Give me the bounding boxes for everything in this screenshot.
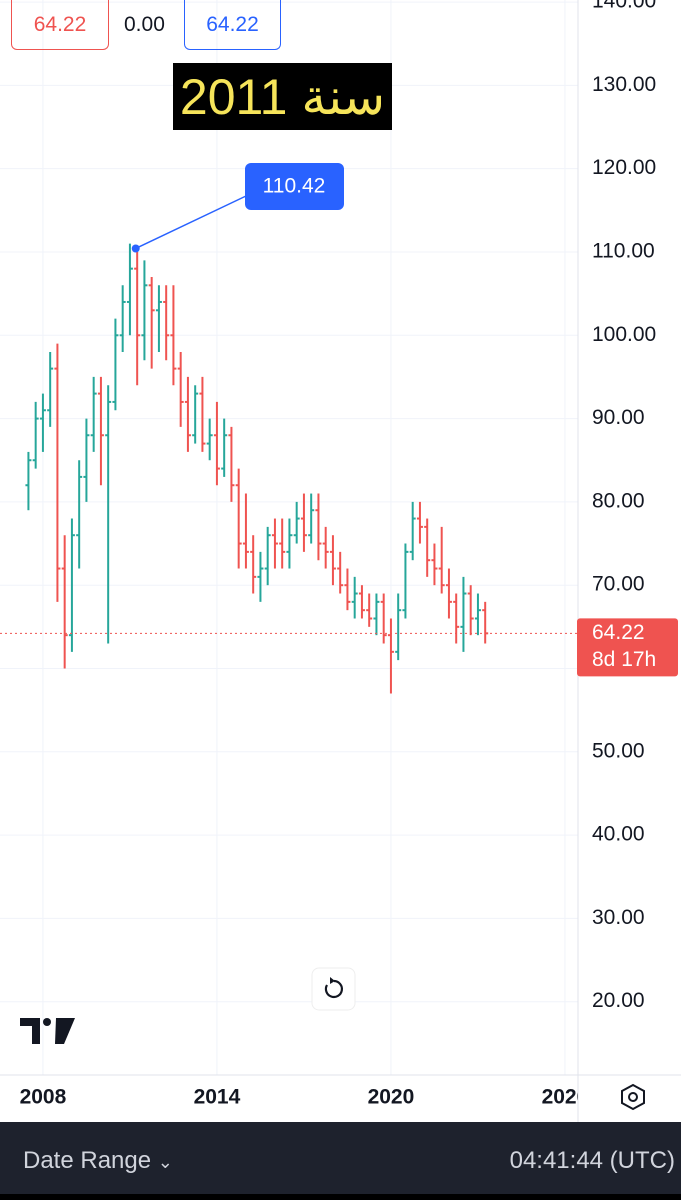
close-box: 64.22 — [184, 0, 281, 50]
countdown: 8d 17h — [592, 648, 656, 671]
annotation-label: 110.42 — [263, 175, 326, 198]
grid — [0, 0, 578, 1075]
y-tick-label: 110.00 — [592, 240, 655, 263]
y-tick-label: 90.00 — [592, 406, 645, 429]
annotation-point — [131, 244, 140, 253]
date-range[interactable]: Date Range ⌄ — [23, 1147, 173, 1175]
chart: 20.0030.0040.0050.0060.0070.0080.0090.00… — [0, 0, 681, 1122]
reset-button[interactable] — [311, 967, 356, 1011]
change: 0.00 — [124, 13, 165, 36]
x-labels: 2008 2014 2020 2026 — [20, 1086, 589, 1109]
x-tick-label: 2008 — [20, 1086, 67, 1109]
y-tick-label: 30.00 — [592, 906, 645, 929]
reset-button-bg[interactable] — [311, 967, 356, 1011]
y-tick-label: 130.00 — [592, 73, 656, 96]
clock: 04:41:44 (UTC) — [509, 1147, 675, 1174]
x-tick-label: 2014 — [194, 1086, 241, 1109]
x-tick-label: 2026 — [542, 1086, 589, 1109]
reset-arrow — [330, 977, 335, 984]
y-tick-label: 70.00 — [592, 573, 645, 596]
y-tick-label: 40.00 — [592, 823, 645, 846]
annotation-leader — [135, 195, 247, 250]
reset-icon — [324, 979, 343, 999]
date-range-label: Date Range — [23, 1147, 152, 1174]
y-tick-label: 20.00 — [592, 989, 645, 1012]
last-price-label: 64.22 — [592, 621, 645, 644]
last-price-tag — [577, 618, 678, 677]
price-axis-panel — [578, 0, 681, 1122]
y-tick-label: 120.00 — [592, 156, 656, 179]
y-tick-label: 50.00 — [592, 739, 645, 762]
bars — [0, 243, 578, 694]
settings-button[interactable] — [621, 1083, 645, 1111]
axes: 20.0030.0040.0050.0060.0070.0080.0090.00… — [20, 0, 678, 1109]
settings-dot — [628, 1092, 638, 1102]
banner: سنة 2011 — [173, 63, 392, 130]
tv-logo — [20, 1018, 75, 1044]
annotation-box — [245, 163, 344, 210]
y-tick-label: 80.00 — [592, 489, 645, 512]
footer: Date Range ⌄ 04:41:44 (UTC) — [0, 1122, 681, 1200]
y-tick-label: 100.00 — [592, 323, 656, 346]
footer-edge — [0, 1194, 681, 1200]
open-box: 64.22 — [11, 0, 109, 50]
y-tick-label: 140.00 — [592, 0, 656, 13]
settings-hex — [621, 1083, 645, 1111]
chevron: ⌄ — [157, 1152, 173, 1172]
x-tick-label: 2020 — [368, 1086, 415, 1109]
